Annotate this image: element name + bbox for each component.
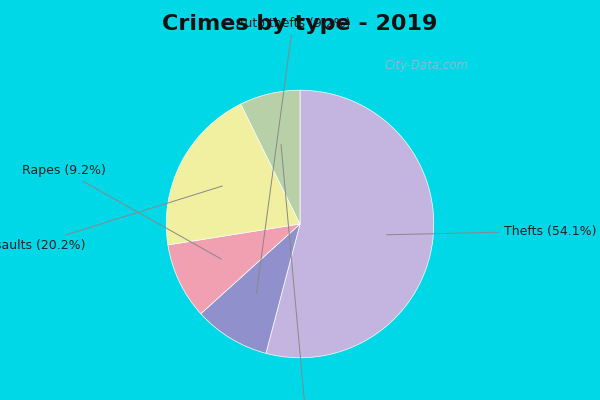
Text: Thefts (54.1%): Thefts (54.1%) [386, 224, 596, 238]
Wedge shape [241, 90, 300, 224]
Text: Crimes by type - 2019: Crimes by type - 2019 [163, 14, 437, 34]
Wedge shape [201, 224, 300, 353]
Text: Rapes (9.2%): Rapes (9.2%) [22, 164, 221, 259]
Text: Auto thefts (9.2%): Auto thefts (9.2%) [236, 17, 350, 294]
Wedge shape [266, 90, 434, 358]
Text: Burglaries (7.3%): Burglaries (7.3%) [253, 144, 362, 400]
Wedge shape [166, 104, 300, 245]
Text: Assaults (20.2%): Assaults (20.2%) [0, 186, 223, 252]
Wedge shape [168, 224, 300, 314]
Text: City-Data.com: City-Data.com [385, 58, 469, 72]
